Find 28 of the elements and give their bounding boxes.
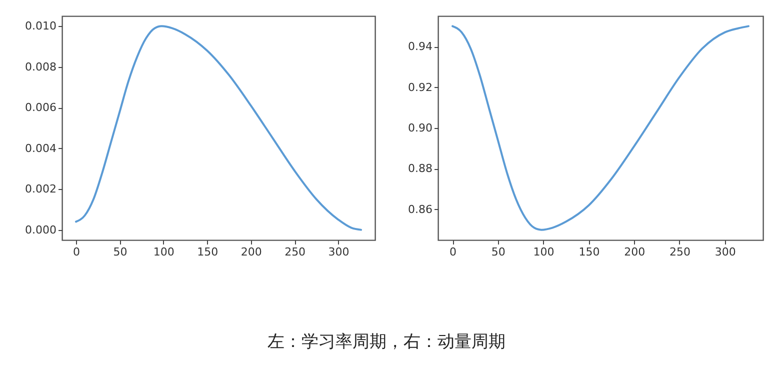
x-tick-label: 150 xyxy=(197,246,218,258)
x-tick-label: 300 xyxy=(328,246,350,258)
x-tick-label: 200 xyxy=(624,246,646,258)
x-tick-label: 250 xyxy=(669,246,690,258)
x-tick-label: 200 xyxy=(240,246,262,258)
x-tick-label: 250 xyxy=(284,246,306,258)
y-tick-label: 0.004 xyxy=(25,142,56,155)
y-tick-label: 0.90 xyxy=(408,122,432,134)
y-tick-label: 0.92 xyxy=(408,80,432,94)
y-tick-label: 0.88 xyxy=(408,162,432,176)
y-tick-label: 0.002 xyxy=(25,182,56,196)
line-series xyxy=(74,25,362,231)
y-tick-label: 0.000 xyxy=(25,223,56,236)
y-tick-label: 0.010 xyxy=(25,20,56,33)
x-tick-label: 150 xyxy=(578,246,600,258)
x-tick-label: 50 xyxy=(491,246,506,258)
x-tick-label: 0 xyxy=(72,246,80,258)
y-tick-label: 0.94 xyxy=(408,40,432,54)
text: 左：学习率周期，右：动量周期 xyxy=(266,331,506,353)
x-tick-label: 100 xyxy=(153,246,174,258)
y-tick-label: 0.86 xyxy=(408,202,432,216)
x-tick-label: 100 xyxy=(533,246,554,258)
y-tick-label: 0.008 xyxy=(25,60,56,74)
x-tick-label: 50 xyxy=(113,246,128,258)
x-tick-label: 0 xyxy=(450,246,457,258)
y-tick-label: 0.006 xyxy=(25,101,56,114)
line-series xyxy=(452,25,750,231)
x-tick-label: 300 xyxy=(714,246,736,258)
